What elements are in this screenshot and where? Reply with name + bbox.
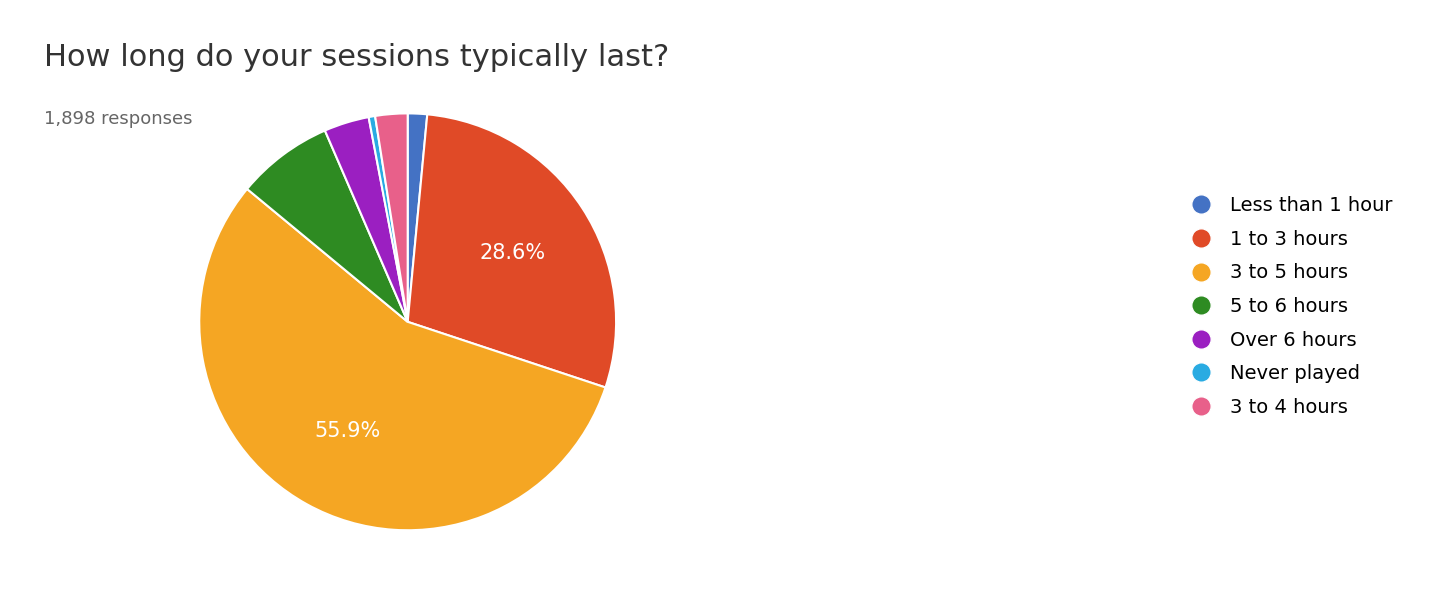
Wedge shape	[325, 117, 408, 322]
Wedge shape	[408, 115, 616, 387]
Wedge shape	[248, 131, 408, 322]
Text: 1,898 responses: 1,898 responses	[44, 110, 192, 128]
Wedge shape	[408, 113, 427, 322]
Text: 28.6%: 28.6%	[479, 243, 546, 264]
Text: 55.9%: 55.9%	[314, 421, 380, 441]
Wedge shape	[368, 116, 408, 322]
Wedge shape	[376, 113, 408, 322]
Legend: Less than 1 hour, 1 to 3 hours, 3 to 5 hours, 5 to 6 hours, Over 6 hours, Never : Less than 1 hour, 1 to 3 hours, 3 to 5 h…	[1172, 186, 1402, 427]
Text: How long do your sessions typically last?: How long do your sessions typically last…	[44, 43, 668, 72]
Wedge shape	[199, 189, 606, 530]
